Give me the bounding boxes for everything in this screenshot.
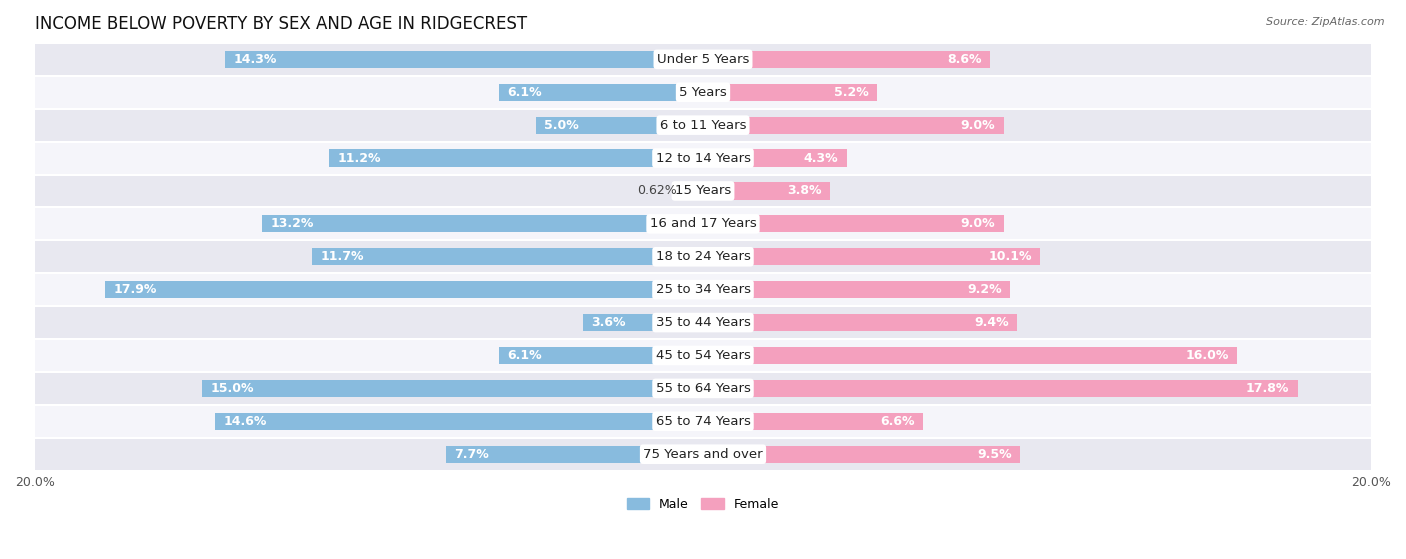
Text: 17.9%: 17.9% [114,283,157,296]
Bar [35,174,1371,207]
Bar [703,380,1298,397]
Text: 14.3%: 14.3% [233,53,277,66]
Bar [35,372,1371,405]
Text: 7.7%: 7.7% [454,448,489,461]
Bar [499,347,703,364]
Text: 0.62%: 0.62% [637,184,678,197]
Bar [703,84,877,101]
Bar [35,306,1371,339]
Text: 8.6%: 8.6% [948,53,981,66]
Text: 35 to 44 Years: 35 to 44 Years [655,316,751,329]
Text: 4.3%: 4.3% [804,151,838,164]
Bar [703,446,1021,463]
Text: 18 to 24 Years: 18 to 24 Years [655,250,751,263]
Text: 3.6%: 3.6% [591,316,626,329]
Bar [35,273,1371,306]
Text: 16 and 17 Years: 16 and 17 Years [650,217,756,230]
Text: 9.4%: 9.4% [974,316,1008,329]
Text: 55 to 64 Years: 55 to 64 Years [655,382,751,395]
Text: 15.0%: 15.0% [211,382,254,395]
Bar [703,215,1004,233]
Bar [582,314,703,331]
Text: 6 to 11 Years: 6 to 11 Years [659,119,747,132]
Bar [215,413,703,430]
Bar [703,149,846,167]
Text: 6.6%: 6.6% [880,415,915,428]
Text: 6.1%: 6.1% [508,349,543,362]
Bar [312,248,703,266]
Bar [105,281,703,299]
Text: 11.2%: 11.2% [337,151,381,164]
Text: 16.0%: 16.0% [1185,349,1229,362]
Text: 10.1%: 10.1% [988,250,1032,263]
Bar [703,413,924,430]
Bar [262,215,703,233]
Bar [35,76,1371,108]
Bar [703,314,1017,331]
Bar [35,339,1371,372]
Bar [703,248,1040,266]
Bar [35,438,1371,471]
Text: 65 to 74 Years: 65 to 74 Years [655,415,751,428]
Text: 12 to 14 Years: 12 to 14 Years [655,151,751,164]
Text: 14.6%: 14.6% [224,415,267,428]
Bar [35,405,1371,438]
Text: 6.1%: 6.1% [508,86,543,99]
Text: 17.8%: 17.8% [1246,382,1289,395]
Bar [329,149,703,167]
Text: 9.2%: 9.2% [967,283,1002,296]
Text: 15 Years: 15 Years [675,184,731,197]
Legend: Male, Female: Male, Female [621,492,785,516]
Text: 75 Years and over: 75 Years and over [643,448,763,461]
Bar [536,117,703,134]
Text: 11.7%: 11.7% [321,250,364,263]
Text: 9.5%: 9.5% [977,448,1012,461]
Text: 45 to 54 Years: 45 to 54 Years [655,349,751,362]
Text: Source: ZipAtlas.com: Source: ZipAtlas.com [1267,17,1385,27]
Bar [35,108,1371,141]
Bar [202,380,703,397]
Bar [703,51,990,68]
Text: 9.0%: 9.0% [960,119,995,132]
Text: 13.2%: 13.2% [270,217,314,230]
Text: Under 5 Years: Under 5 Years [657,53,749,66]
Bar [446,446,703,463]
Bar [35,207,1371,240]
Bar [703,182,830,200]
Bar [225,51,703,68]
Bar [703,347,1237,364]
Bar [35,240,1371,273]
Text: 9.0%: 9.0% [960,217,995,230]
Text: 5 Years: 5 Years [679,86,727,99]
Text: 5.2%: 5.2% [834,86,869,99]
Text: INCOME BELOW POVERTY BY SEX AND AGE IN RIDGECREST: INCOME BELOW POVERTY BY SEX AND AGE IN R… [35,15,527,33]
Bar [703,281,1011,299]
Text: 3.8%: 3.8% [787,184,821,197]
Text: 5.0%: 5.0% [544,119,579,132]
Bar [35,141,1371,174]
Bar [703,117,1004,134]
Bar [499,84,703,101]
Bar [682,182,703,200]
Bar [35,43,1371,76]
Text: 25 to 34 Years: 25 to 34 Years [655,283,751,296]
